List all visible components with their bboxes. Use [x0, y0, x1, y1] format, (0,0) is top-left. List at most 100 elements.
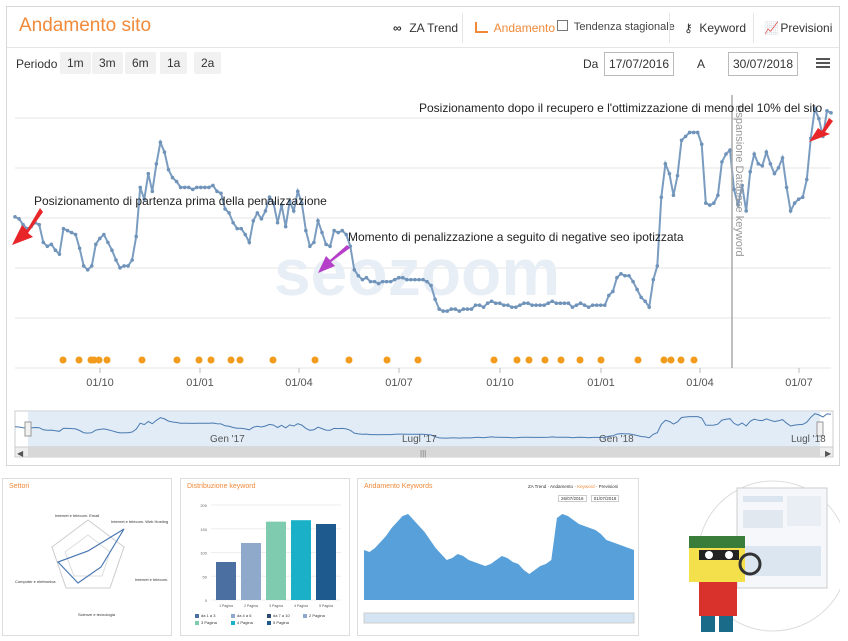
event-marker[interactable] [75, 356, 83, 364]
series-point [485, 301, 490, 306]
navigator-series-line [14, 413, 832, 439]
series-point [328, 244, 332, 249]
series-point [166, 167, 171, 172]
scroll-right-icon[interactable]: ▶ [825, 449, 832, 458]
series-point [453, 307, 458, 311]
series-point [437, 307, 441, 311]
legend-label: da 7 a 10 [273, 613, 290, 618]
settori-radar-chart: Internet e telecom. Email Internet e tel… [15, 513, 168, 617]
series-point [594, 303, 599, 307]
series-point [77, 246, 82, 251]
settori-label-software: Computer e elettronica [15, 579, 56, 584]
tab-keyword[interactable]: ⚷ Keyword [684, 21, 746, 35]
bar[interactable] [266, 521, 286, 600]
bar[interactable] [216, 562, 236, 600]
series-point [263, 209, 268, 213]
event-marker[interactable] [311, 356, 319, 364]
mini-tab-andamento[interactable]: Andamento [550, 484, 574, 489]
x-tick-label: 01/01 [186, 377, 214, 389]
scrollbar-grip-icon[interactable]: ||| [420, 449, 426, 458]
series-point [550, 299, 555, 304]
event-marker[interactable] [345, 356, 353, 364]
event-marker[interactable] [90, 356, 98, 364]
series-point [570, 305, 575, 309]
series-point [255, 211, 260, 215]
tab-za-trend[interactable]: ∞ ZA Trend [393, 21, 458, 35]
bar[interactable] [316, 524, 336, 600]
event-marker[interactable] [138, 356, 146, 364]
navigator-scrollbar-thumb[interactable] [28, 447, 820, 457]
series-point [788, 209, 793, 213]
tab-previsioni[interactable]: 📈 Previsioni [764, 21, 832, 35]
series-point [530, 303, 534, 307]
event-marker[interactable] [525, 356, 533, 364]
tab-previsioni-label: Previsioni [780, 21, 833, 35]
scroll-left-icon[interactable]: ◀ [17, 449, 24, 458]
series-point [243, 232, 248, 237]
event-marker[interactable] [195, 356, 203, 364]
series-point [671, 193, 676, 198]
event-marker[interactable] [490, 356, 498, 364]
bar[interactable] [241, 543, 261, 600]
event-marker[interactable] [541, 356, 549, 364]
series-point [687, 130, 692, 135]
series-point [219, 191, 223, 196]
mini-navigator[interactable] [363, 612, 635, 624]
x-tick-label: 01/10 [86, 377, 114, 389]
hamburger-menu-icon[interactable] [816, 58, 830, 68]
mini-to-date[interactable]: 01/07/2018 [590, 495, 620, 502]
series-point [695, 130, 700, 135]
event-marker[interactable] [227, 356, 235, 364]
tab-tendenza-stagionale[interactable]: Tendenza stagionale [557, 20, 675, 33]
x-tick-label: 01/04 [285, 377, 313, 389]
event-marker[interactable] [634, 356, 642, 364]
series-point [275, 220, 280, 225]
mini-tab-previsioni[interactable]: Previsioni [598, 484, 619, 489]
navigator-right-handle[interactable] [816, 421, 824, 437]
event-marker[interactable] [269, 356, 277, 364]
mini-tab-za-trend[interactable]: ZA Trend [528, 484, 547, 489]
tab-andamento[interactable]: Andamento [475, 21, 555, 35]
event-marker[interactable] [660, 356, 668, 364]
to-date-input[interactable]: 30/07/2018 [728, 52, 798, 76]
event-marker[interactable] [690, 356, 698, 364]
period-2a-button[interactable]: 2a [194, 52, 222, 74]
event-marker[interactable] [59, 356, 67, 364]
bar-category-label: 5 Pagina [319, 604, 333, 608]
tab-tendenza-stagionale-label: Tendenza stagionale [573, 21, 675, 33]
event-marker[interactable] [513, 356, 521, 364]
series-point [231, 220, 235, 225]
event-marker[interactable] [236, 356, 244, 364]
from-date-input[interactable]: 17/07/2016 [604, 52, 674, 76]
y-tick-label: 50 [203, 574, 208, 579]
period-3m-button[interactable]: 3m [92, 52, 123, 74]
series-point [336, 230, 340, 235]
period-1a-button[interactable]: 1a [160, 52, 188, 74]
event-marker[interactable] [383, 356, 391, 364]
navigator-left-handle[interactable] [24, 421, 32, 437]
period-6m-button[interactable]: 6m [125, 52, 156, 74]
series-point [203, 185, 207, 190]
event-marker[interactable] [173, 356, 181, 364]
bar-category-label: 1 Pagina [219, 604, 233, 608]
event-marker[interactable] [557, 356, 565, 364]
bar[interactable] [291, 520, 311, 600]
event-marker[interactable] [677, 356, 685, 364]
mini-from-date[interactable]: 26/07/2016 [558, 495, 587, 502]
divider [669, 13, 670, 43]
event-marker[interactable] [414, 356, 422, 364]
event-marker[interactable] [95, 356, 103, 364]
bar-category-label: 2 Pagina [244, 604, 258, 608]
checkbox-icon[interactable] [557, 20, 568, 31]
event-marker[interactable] [667, 356, 675, 364]
event-marker[interactable] [576, 356, 584, 364]
series-point [49, 242, 54, 247]
legend-swatch [267, 621, 271, 625]
series-point [401, 275, 405, 280]
period-1m-button[interactable]: 1m [60, 52, 91, 74]
tab-andamento-label: Andamento [493, 21, 556, 35]
mini-tab-keyword[interactable]: Keyword [577, 484, 595, 489]
event-marker[interactable] [103, 356, 111, 364]
event-marker[interactable] [597, 356, 605, 364]
event-marker[interactable] [207, 356, 215, 364]
